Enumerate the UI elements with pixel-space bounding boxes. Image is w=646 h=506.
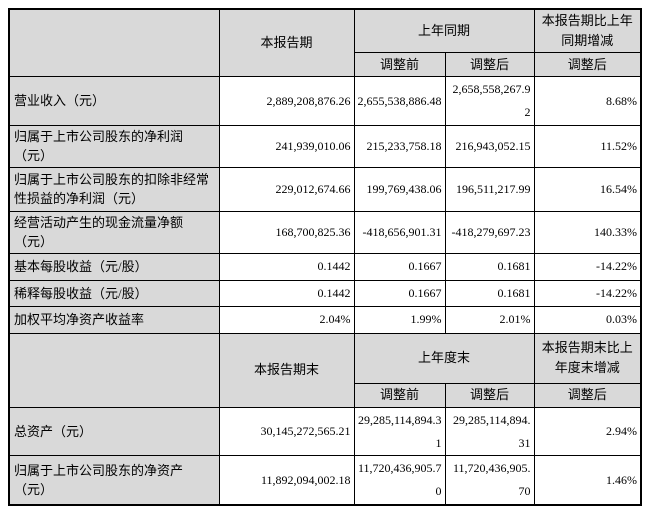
row-label: 营业收入（元） — [8, 76, 220, 126]
cell-after-adjust: -418,279,697.23 — [444, 210, 535, 254]
section2-header-row-sub: 调整前 调整后 调整后 — [9, 382, 642, 408]
section2-header-row-top: 本报告期末 上年度末 本报告期末比上年度末增减 — [8, 332, 642, 408]
cell-change: 11.52% — [533, 124, 642, 168]
section1-header-change-group: 本报告期比上年同期增减 — [533, 8, 642, 54]
cell-after-adjust: 29,285,114,894.31 — [444, 406, 535, 457]
section1-subheader-before-adjust: 调整前 — [353, 52, 446, 78]
financial-summary-table: 本报告期 上年同期 本报告期比上年同期增减 调整前 调整后 调整后 营业收入（元… — [8, 8, 643, 506]
section2-header-prior-yearend-group: 上年度末 — [353, 332, 535, 384]
cell-change: 0.03% — [533, 305, 642, 334]
cell-after-adjust: 11,720,436,905.70 — [444, 455, 535, 506]
cell-change: 8.68% — [533, 76, 642, 126]
row-label: 经营活动产生的现金流量净额（元） — [8, 210, 220, 254]
section2-header-change-group: 本报告期末比上年度末增减 — [533, 332, 642, 384]
row-label: 加权平均净资产收益率 — [8, 305, 220, 334]
cell-after-adjust: 2,658,558,267.92 — [444, 76, 535, 126]
row-label: 稀释每股收益（元/股） — [8, 279, 220, 307]
cell-change: 2.94% — [533, 406, 642, 457]
cell-before-adjust: 215,233,758.18 — [353, 124, 446, 168]
table-row-net-profit: 归属于上市公司股东的净利润（元） 241,939,010.06 215,233,… — [8, 124, 642, 168]
cell-before-adjust: 0.1667 — [353, 252, 446, 281]
table-row-weighted-avg-roe: 加权平均净资产收益率 2.04% 1.99% 2.01% 0.03% — [8, 305, 642, 334]
cell-current: 0.1442 — [218, 252, 355, 281]
cell-after-adjust: 0.1681 — [444, 279, 535, 307]
row-label: 归属于上市公司股东的净资产（元） — [8, 455, 220, 506]
cell-change: 140.33% — [533, 210, 642, 254]
cell-before-adjust: 2,655,538,886.48 — [353, 76, 446, 126]
row-label: 归属于上市公司股东的净利润（元） — [8, 124, 220, 168]
cell-current: 241,939,010.06 — [218, 124, 355, 168]
section1-subheader-after-adjust: 调整后 — [444, 52, 535, 78]
cell-before-adjust: 29,285,114,894.31 — [353, 406, 446, 457]
cell-before-adjust: 0.1667 — [353, 279, 446, 307]
row-label: 归属于上市公司股东的扣除非经常性损益的净利润（元） — [8, 166, 220, 212]
table-row-net-profit-excl-nonrecurring: 归属于上市公司股东的扣除非经常性损益的净利润（元） 229,012,674.66… — [8, 166, 642, 212]
cell-current: 2.04% — [218, 305, 355, 334]
section2-header-current-period-end: 本报告期末 — [218, 332, 355, 408]
table-row-basic-eps: 基本每股收益（元/股） 0.1442 0.1667 0.1681 -14.22% — [8, 252, 642, 281]
section1-corner-cell — [8, 8, 220, 78]
cell-after-adjust: 2.01% — [444, 305, 535, 334]
table-row-operating-revenue: 营业收入（元） 2,889,208,876.26 2,655,538,886.4… — [8, 76, 642, 126]
cell-change: -14.22% — [533, 279, 642, 307]
table-row-diluted-eps: 稀释每股收益（元/股） 0.1442 0.1667 0.1681 -14.22% — [8, 279, 642, 307]
section1-header-current-period: 本报告期 — [218, 8, 355, 78]
row-label: 总资产（元） — [8, 406, 220, 457]
row-label: 基本每股收益（元/股） — [8, 252, 220, 281]
cell-current: 2,889,208,876.26 — [218, 76, 355, 126]
cell-before-adjust: 11,720,436,905.70 — [353, 455, 446, 506]
cell-after-adjust: 216,943,052.15 — [444, 124, 535, 168]
cell-change: -14.22% — [533, 252, 642, 281]
section1-subheader-change-after-adjust: 调整后 — [533, 52, 642, 78]
section2-subheader-before-adjust: 调整前 — [353, 382, 446, 408]
table-row-total-assets: 总资产（元） 30,145,272,565.21 29,285,114,894.… — [8, 406, 642, 457]
section1-header-row-top: 本报告期 上年同期 本报告期比上年同期增减 — [8, 8, 642, 78]
cell-before-adjust: 1.99% — [353, 305, 446, 334]
cell-after-adjust: 0.1681 — [444, 252, 535, 281]
section2-subheader-change-after-adjust: 调整后 — [533, 382, 642, 408]
cell-current: 30,145,272,565.21 — [218, 406, 355, 457]
table-row-net-assets: 归属于上市公司股东的净资产（元） 11,892,094,002.18 11,72… — [8, 455, 642, 506]
section2-corner-cell — [8, 332, 220, 408]
cell-current: 229,012,674.66 — [218, 166, 355, 212]
cell-current: 11,892,094,002.18 — [218, 455, 355, 506]
cell-before-adjust: -418,656,901.31 — [353, 210, 446, 254]
cell-current: 168,700,825.36 — [218, 210, 355, 254]
table-row-operating-cash-flow: 经营活动产生的现金流量净额（元） 168,700,825.36 -418,656… — [8, 210, 642, 254]
cell-current: 0.1442 — [218, 279, 355, 307]
cell-after-adjust: 196,511,217.99 — [444, 166, 535, 212]
cell-before-adjust: 199,769,438.06 — [353, 166, 446, 212]
cell-change: 16.54% — [533, 166, 642, 212]
section1-header-prior-period-group: 上年同期 — [353, 8, 535, 54]
section1-header-row-sub: 调整前 调整后 调整后 — [9, 52, 642, 78]
cell-change: 1.46% — [533, 455, 642, 506]
section2-subheader-after-adjust: 调整后 — [444, 382, 535, 408]
